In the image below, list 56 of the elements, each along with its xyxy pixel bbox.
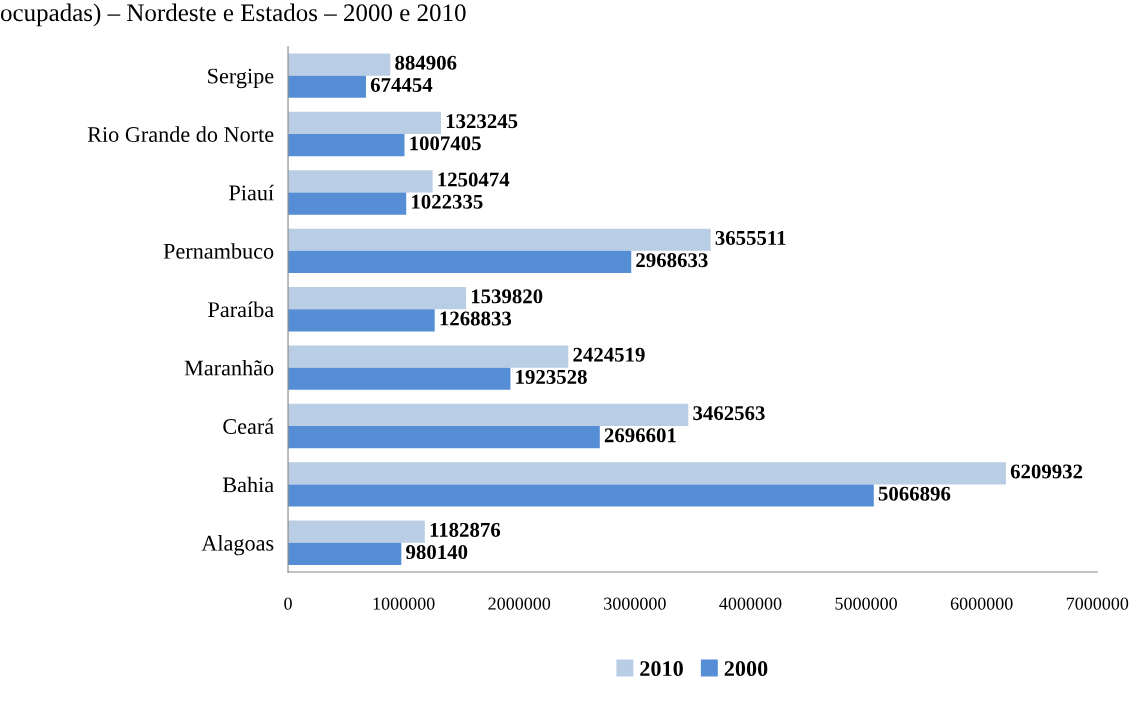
x-tick-label: 7000000: [1066, 597, 1129, 610]
data-label: 884906: [395, 55, 457, 70]
y-tick-label: Maranhão: [184, 359, 274, 376]
bar: [288, 228, 711, 251]
bar: [288, 75, 367, 98]
bar: [288, 134, 405, 157]
x-tick-label: 3000000: [604, 597, 666, 610]
y-tick-label: Rio Grande do Norte: [87, 126, 274, 142]
data-label: 1323245: [446, 114, 518, 129]
data-label: 3462563: [693, 406, 765, 421]
x-tick-label: 1000000: [373, 597, 435, 610]
data-label: 1268833: [440, 311, 512, 326]
data-label: 2424519: [573, 347, 645, 362]
bar: [288, 250, 632, 274]
x-tick-label: 6000000: [950, 597, 1013, 610]
y-tick-label: Ceará: [223, 418, 274, 434]
bar: [288, 542, 402, 565]
bar: [288, 287, 467, 310]
legend-label: 2010: [640, 661, 683, 677]
bar: [288, 309, 435, 332]
y-tick-label: Pernambuco: [163, 243, 274, 259]
y-tick-label: Sergipe: [208, 68, 274, 89]
data-label: 1250474: [438, 172, 510, 187]
data-label: 1022335: [412, 194, 483, 209]
data-label: 980140: [406, 545, 468, 560]
y-tick-label: Alagoas: [201, 535, 274, 556]
data-label: 3655511: [715, 230, 786, 245]
bar: [288, 367, 511, 390]
x-tick-label: 0: [284, 597, 292, 610]
data-label: 6209932: [1010, 464, 1083, 479]
bar: [288, 484, 874, 507]
data-label: 1182876: [430, 522, 501, 537]
bar: [288, 520, 425, 543]
data-label: 1539820: [471, 289, 543, 304]
y-tick-label: Bahia: [222, 476, 274, 493]
data-label: 1007405: [410, 136, 481, 151]
x-tick-label: 4000000: [719, 597, 782, 610]
bar: [288, 53, 391, 76]
data-label: 2696601: [604, 428, 676, 443]
bar: [288, 192, 407, 215]
data-label: 674454: [370, 77, 433, 92]
y-tick-label: Piauí: [229, 184, 274, 201]
bar: [288, 462, 1006, 485]
x-tick-label: 2000000: [488, 597, 551, 610]
x-tick-label: 5000000: [835, 597, 897, 610]
bar: [288, 345, 569, 368]
bar: [288, 426, 600, 449]
bar: [288, 170, 433, 193]
chart-title: ocupadas) – Nordeste e Estados – 2000 e 2010: [0, 3, 466, 27]
bar: [288, 111, 442, 135]
data-label: 1923528: [516, 369, 587, 384]
data-label: 2968633: [636, 253, 708, 268]
y-tick-label: Paraíba: [208, 301, 274, 318]
legend-label: 2000: [724, 661, 768, 677]
data-label: 5066896: [878, 486, 951, 501]
bar: [288, 403, 689, 427]
